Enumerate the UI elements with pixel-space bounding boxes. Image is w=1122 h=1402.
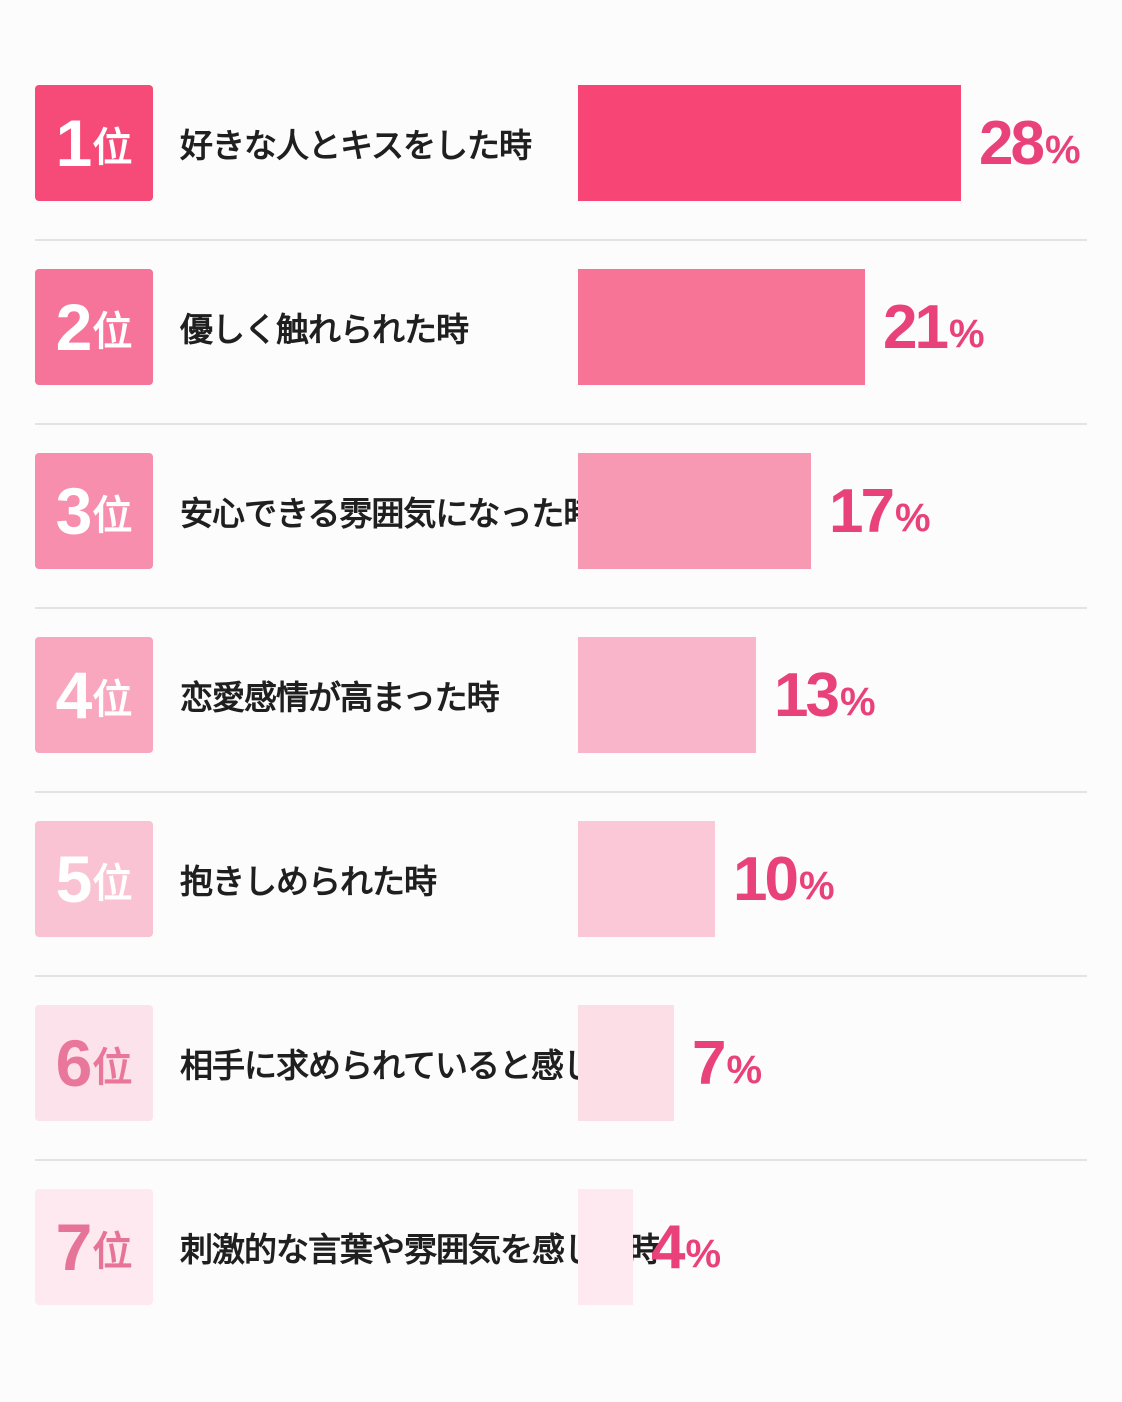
ranking-row: 1 位好きな人とキスをした時 28% — [0, 85, 1122, 269]
rank-suffix: 位 — [92, 1230, 133, 1274]
bar — [578, 85, 961, 201]
category-label: 刺激的な言葉や雰囲気を感じた時 — [180, 1230, 661, 1269]
value-label: 7% — [692, 1005, 762, 1121]
rank-suffix: 位 — [92, 310, 133, 354]
category-label: 相手に求められていると感じた時 — [180, 1046, 660, 1085]
bar — [578, 269, 865, 385]
rank-number: 6 — [55, 1026, 93, 1100]
ranking-row: 4 位恋愛感情が高まった時 13% — [0, 637, 1122, 821]
row-divider — [35, 791, 1087, 793]
value-number: 21 — [883, 292, 949, 362]
row-divider — [35, 239, 1087, 241]
rank-suffix: 位 — [92, 678, 133, 722]
bar — [578, 821, 715, 937]
category-label: 好きな人とキスをした時 — [180, 126, 532, 165]
value-label: 21% — [883, 269, 985, 385]
rank-suffix: 位 — [92, 126, 133, 170]
rank-number: 2 — [55, 290, 93, 364]
rank-number: 7 — [55, 1210, 93, 1284]
bar — [578, 637, 756, 753]
value-number: 10 — [733, 844, 799, 914]
rank-number: 4 — [55, 658, 93, 732]
rank-suffix: 位 — [92, 494, 133, 538]
row-divider — [35, 607, 1087, 609]
row-divider — [35, 423, 1087, 425]
value-number: 7 — [692, 1028, 727, 1098]
value-unit: % — [839, 679, 876, 724]
value-number: 17 — [829, 476, 895, 546]
value-number: 4 — [651, 1212, 686, 1282]
value-unit: % — [894, 495, 931, 540]
value-number: 13 — [774, 660, 840, 730]
category-label: 優しく触れられた時 — [180, 310, 469, 349]
value-unit: % — [685, 1231, 722, 1276]
value-label: 10% — [733, 821, 835, 937]
ranking-row: 3 位安心できる雰囲気になった時 17% — [0, 453, 1122, 637]
value-unit: % — [948, 311, 985, 356]
category-label: 抱きしめられた時 — [180, 862, 437, 901]
bar — [578, 1005, 674, 1121]
row-divider — [35, 975, 1087, 977]
value-unit: % — [726, 1047, 763, 1092]
value-unit: % — [798, 863, 835, 908]
bar — [578, 453, 811, 569]
row-divider — [35, 1159, 1087, 1161]
category-label: 恋愛感情が高まった時 — [180, 678, 500, 717]
rank-number: 3 — [55, 474, 93, 548]
bar — [578, 1189, 633, 1305]
ranking-row: 6 位相手に求められていると感じた時 7% — [0, 1005, 1122, 1189]
ranking-row: 5 位抱きしめられた時 10% — [0, 821, 1122, 1005]
category-label: 安心できる雰囲気になった時 — [180, 494, 596, 533]
value-label: 4% — [651, 1189, 721, 1305]
value-label: 13% — [774, 637, 876, 753]
rank-number: 5 — [55, 842, 93, 916]
value-unit: % — [1044, 127, 1081, 172]
rank-number: 1 — [55, 106, 93, 180]
rank-suffix: 位 — [92, 1046, 133, 1090]
ranking-row: 7 位刺激的な言葉や雰囲気を感じた時 4% — [0, 1189, 1122, 1373]
rank-suffix: 位 — [92, 862, 133, 906]
value-label: 28% — [979, 85, 1081, 201]
value-label: 17% — [829, 453, 931, 569]
ranking-row: 2 位優しく触れられた時 21% — [0, 269, 1122, 453]
value-number: 28 — [979, 108, 1045, 178]
